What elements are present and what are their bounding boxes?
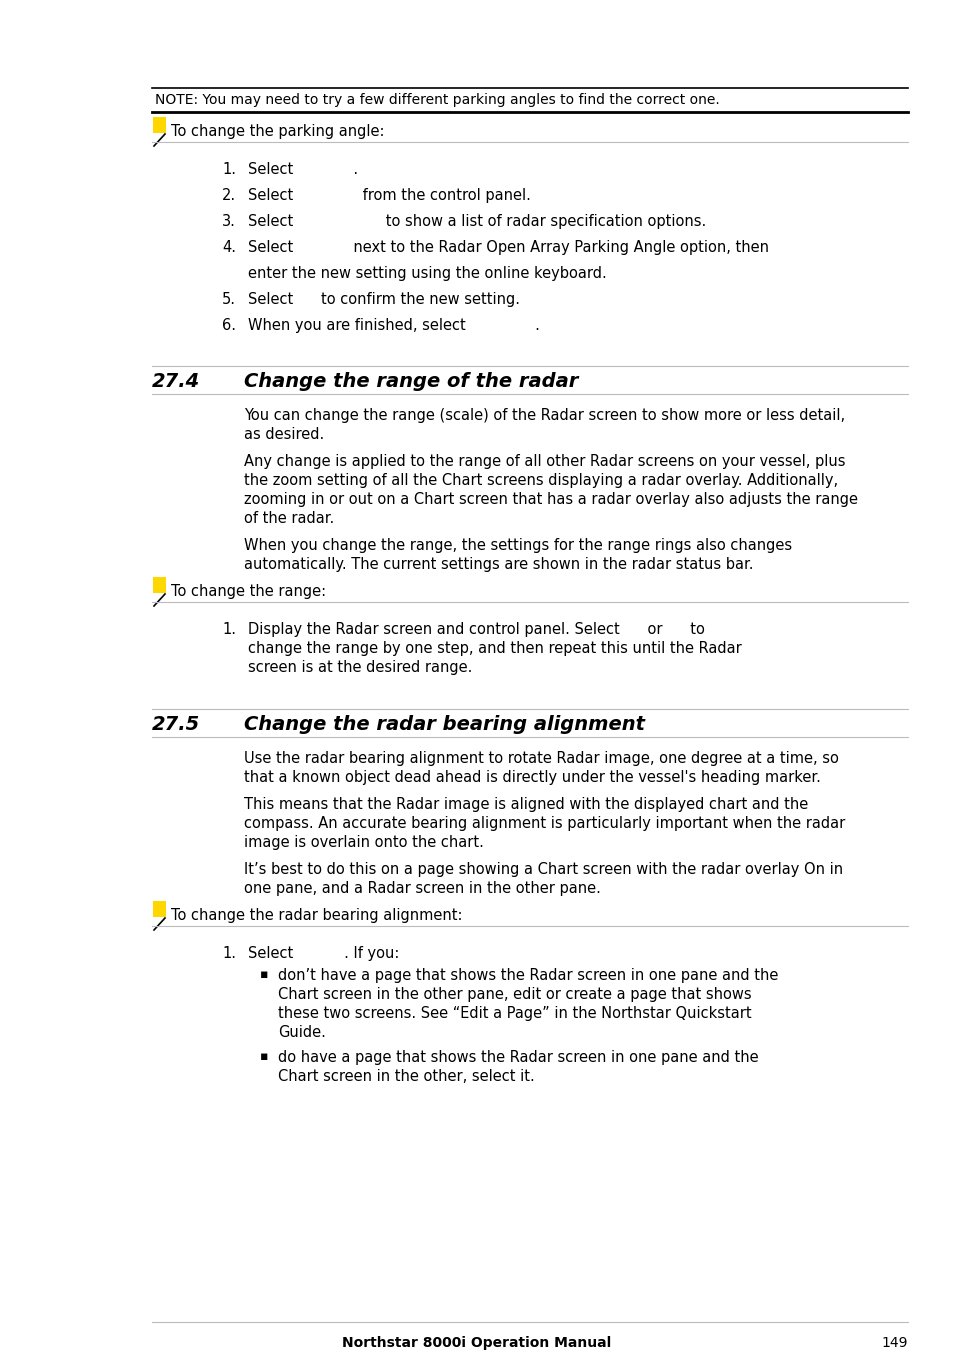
Text: ▪: ▪ (260, 968, 268, 981)
Text: Change the range of the radar: Change the range of the radar (244, 372, 578, 391)
Bar (152, 577, 166, 592)
Text: 2.: 2. (222, 188, 236, 203)
Text: as desired.: as desired. (244, 428, 324, 443)
Text: 1.: 1. (222, 947, 235, 962)
Text: Select                    to show a list of radar specification options.: Select to show a list of radar specifica… (248, 214, 705, 229)
Bar (152, 117, 166, 133)
Text: You can change the range (scale) of the Radar screen to show more or less detail: You can change the range (scale) of the … (244, 409, 844, 424)
Text: these two screens. See “Edit a Page” in the Northstar Quickstart: these two screens. See “Edit a Page” in … (277, 1007, 751, 1022)
Text: Select      to confirm the new setting.: Select to confirm the new setting. (248, 291, 519, 306)
Text: don’t have a page that shows the Radar screen in one pane and the: don’t have a page that shows the Radar s… (277, 968, 778, 983)
Text: Chart screen in the other pane, edit or create a page that shows: Chart screen in the other pane, edit or … (277, 987, 751, 1002)
Text: To change the parking angle:: To change the parking angle: (171, 124, 384, 139)
Text: 1.: 1. (222, 162, 235, 177)
Bar (152, 902, 166, 917)
Text: Guide.: Guide. (277, 1026, 326, 1041)
Text: image is overlain onto the chart.: image is overlain onto the chart. (244, 835, 483, 850)
Text: Use the radar bearing alignment to rotate Radar image, one degree at a time, so: Use the radar bearing alignment to rotat… (244, 750, 838, 765)
Text: NOTE: You may need to try a few different parking angles to find the correct one: NOTE: You may need to try a few differen… (154, 93, 719, 108)
Text: Display the Radar screen and control panel. Select      or      to: Display the Radar screen and control pan… (248, 622, 704, 637)
Text: To change the radar bearing alignment:: To change the radar bearing alignment: (171, 908, 462, 923)
Text: Select           . If you:: Select . If you: (248, 947, 399, 962)
Text: When you change the range, the settings for the range rings also changes: When you change the range, the settings … (244, 538, 791, 553)
Text: 5.: 5. (222, 291, 235, 306)
Text: of the radar.: of the radar. (244, 511, 334, 526)
Text: that a known object dead ahead is directly under the vessel's heading marker.: that a known object dead ahead is direct… (244, 770, 820, 785)
Text: Select               from the control panel.: Select from the control panel. (248, 188, 530, 203)
Text: automatically. The current settings are shown in the radar status bar.: automatically. The current settings are … (244, 557, 753, 572)
Text: 27.4: 27.4 (152, 372, 200, 391)
Text: 4.: 4. (222, 240, 235, 255)
Text: It’s best to do this on a page showing a Chart screen with the radar overlay On : It’s best to do this on a page showing a… (244, 862, 842, 877)
Text: Select             next to the Radar Open Array Parking Angle option, then: Select next to the Radar Open Array Park… (248, 240, 768, 255)
Text: Northstar 8000i Operation Manual: Northstar 8000i Operation Manual (342, 1336, 611, 1350)
Text: 1.: 1. (222, 622, 235, 637)
Text: 3.: 3. (222, 214, 235, 229)
Text: To change the range:: To change the range: (171, 584, 326, 599)
Text: 6.: 6. (222, 317, 235, 332)
Text: Chart screen in the other, select it.: Chart screen in the other, select it. (277, 1069, 535, 1084)
Text: change the range by one step, and then repeat this until the Radar: change the range by one step, and then r… (248, 642, 741, 656)
Text: ▪: ▪ (260, 1050, 268, 1062)
Text: Change the radar bearing alignment: Change the radar bearing alignment (244, 715, 644, 734)
Text: Select             .: Select . (248, 162, 357, 177)
Text: compass. An accurate bearing alignment is particularly important when the radar: compass. An accurate bearing alignment i… (244, 816, 844, 831)
Text: This means that the Radar image is aligned with the displayed chart and the: This means that the Radar image is align… (244, 797, 807, 812)
Text: enter the new setting using the online keyboard.: enter the new setting using the online k… (248, 266, 606, 281)
Text: zooming in or out on a Chart screen that has a radar overlay also adjusts the ra: zooming in or out on a Chart screen that… (244, 492, 857, 507)
Text: one pane, and a Radar screen in the other pane.: one pane, and a Radar screen in the othe… (244, 881, 600, 896)
Text: Any change is applied to the range of all other Radar screens on your vessel, pl: Any change is applied to the range of al… (244, 454, 844, 469)
Text: 149: 149 (881, 1336, 907, 1350)
Text: When you are finished, select               .: When you are finished, select . (248, 317, 539, 332)
Text: screen is at the desired range.: screen is at the desired range. (248, 661, 472, 676)
Text: the zoom setting of all the Chart screens displaying a radar overlay. Additional: the zoom setting of all the Chart screen… (244, 473, 838, 488)
Text: do have a page that shows the Radar screen in one pane and the: do have a page that shows the Radar scre… (277, 1050, 758, 1065)
Text: 27.5: 27.5 (152, 715, 200, 734)
